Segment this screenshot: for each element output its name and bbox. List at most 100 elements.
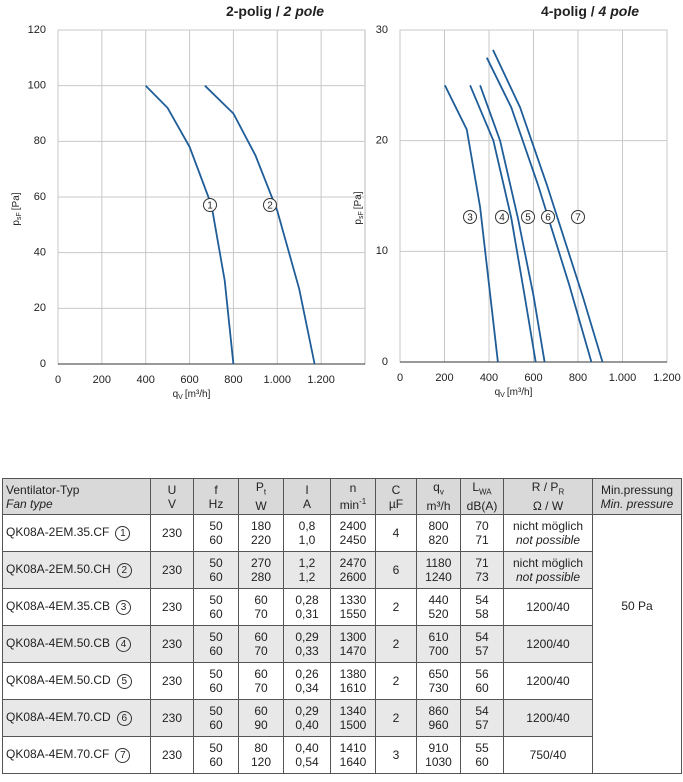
cell-line: 650	[428, 667, 449, 681]
curve	[492, 49, 604, 363]
cell-line: 50	[209, 519, 223, 533]
table-cell: 650 730	[416, 662, 461, 700]
cell-line: 2400	[339, 519, 367, 533]
x-tick-label: 400	[480, 372, 498, 384]
header-line: C	[379, 483, 413, 497]
cell-line: 0,28	[295, 593, 319, 607]
table-cell: 60 70	[238, 662, 284, 700]
cell-line: 230	[161, 600, 183, 614]
header-line: min-1	[334, 495, 372, 512]
table-cell: 56 60	[460, 662, 504, 700]
cell-line: 0,33	[295, 644, 319, 658]
cell-line: 50	[209, 630, 223, 644]
header-name: R / P	[531, 479, 559, 494]
table-cell: 230	[150, 736, 194, 774]
cell-line: 2	[392, 711, 400, 725]
x-label-sub: V	[500, 392, 505, 399]
header-line: Ventilator-Typ	[6, 483, 147, 497]
header-cell: f Hz	[193, 478, 239, 515]
header-unit: Hz	[208, 496, 224, 511]
cell-line: 70	[475, 519, 489, 533]
table-cell: 230	[150, 625, 194, 663]
cell-line: 1200/40	[526, 674, 570, 688]
fan-type: QK08A-4EM.50.CD	[6, 673, 111, 687]
header-name: U	[167, 482, 177, 497]
cell-line: 700	[428, 644, 449, 658]
cell-line: 60	[209, 718, 223, 732]
header-cell: Ventilator-Typ Fan type	[2, 478, 151, 515]
cell-line: 70	[254, 681, 268, 695]
curve-number: 5	[116, 674, 132, 689]
cell-line: 50	[209, 741, 223, 755]
header-line: m³/h	[420, 499, 457, 513]
cell-line: 220	[250, 533, 272, 547]
cell-line: 1,2	[298, 556, 316, 570]
header-line: dB(A)	[464, 499, 500, 513]
x-tick-label: 200	[435, 372, 453, 384]
y-tick-label: 30	[376, 24, 388, 36]
header-name: C	[391, 482, 401, 497]
cell-line: 1200/40	[526, 711, 570, 725]
table-cell: 750/40	[503, 736, 593, 774]
table-cell: 1,2 1,2	[283, 551, 331, 589]
cell-line: 2	[392, 600, 400, 614]
table-cell: 1200/40	[503, 588, 593, 626]
cell-line: 960	[428, 718, 449, 732]
cell-line: 54	[475, 704, 489, 718]
cell-line: 60	[209, 607, 223, 621]
table-cell: 1200/40	[503, 662, 593, 700]
header-unit: dB(A)	[466, 499, 498, 514]
cell-line: 60	[254, 704, 268, 718]
table-cell: 230	[150, 662, 194, 700]
title-en: 2 pole	[283, 3, 325, 19]
cell-line: not possible	[515, 570, 581, 584]
header-name: q	[433, 479, 440, 494]
table-cell: 50 60	[193, 736, 239, 774]
cell-line: 80	[254, 741, 268, 755]
table-cell: 50 60	[193, 625, 239, 663]
table-cell: 54 58	[460, 588, 504, 626]
x-label-unit: [m³/h]	[507, 387, 533, 398]
curve-label-circle	[495, 210, 509, 224]
header-sub: t	[263, 487, 267, 497]
cell-line: 70	[254, 607, 268, 621]
cell-line: 730	[428, 681, 449, 695]
header-cell: n min-1	[330, 478, 376, 515]
table-cell: nicht möglich not possible	[503, 551, 593, 589]
header-cell: qv m³/h	[416, 478, 461, 515]
y-label-sub: sF	[16, 212, 23, 220]
cell-line: 230	[161, 674, 183, 688]
cell-line: 70	[254, 644, 268, 658]
y-tick-label: 0	[40, 358, 46, 370]
table-cell: 860 960	[416, 699, 461, 737]
table-cell: 50 60	[193, 699, 239, 737]
cell-line: 0,40	[295, 741, 319, 755]
table-cell: 2470 2600	[330, 551, 376, 589]
header-unit: A	[302, 496, 311, 511]
cell-line: 57	[475, 718, 489, 732]
cell-line: 1,0	[298, 533, 316, 547]
table-cell: 1330 1550	[330, 588, 376, 626]
curve-label-circle	[521, 210, 535, 224]
header-line: LWA	[464, 480, 500, 499]
table-cell: 2	[375, 699, 417, 737]
table-cell: 0,29 0,33	[283, 625, 331, 663]
cell-line: not possible	[515, 533, 581, 547]
curve-label: 7	[575, 213, 581, 224]
header-line: n	[334, 481, 372, 495]
header-cell: R / PR Ω / W	[503, 478, 593, 515]
table-cell: 50 60	[193, 588, 239, 626]
header-unit: W	[255, 499, 267, 514]
curve-label-circle	[463, 210, 477, 224]
table-row: QK08A-4EM.70.CD 6 230 50 60 60 90 0,29 0,40 1340 1…	[2, 699, 682, 737]
cell-line: 60	[209, 681, 223, 695]
table-cell: 55 60	[460, 736, 504, 774]
table-cell: 0,26 0,34	[283, 662, 331, 700]
y-tick-label: 80	[34, 135, 46, 147]
table-row: QK08A-4EM.70.CF 7 230 50 60 80 120 0,40 0,54 1410…	[2, 736, 682, 774]
cell-line: 1410	[339, 741, 367, 755]
cell-line: 2	[392, 674, 400, 688]
table-cell: 1180 1240	[416, 551, 461, 589]
curve-label-circle	[571, 210, 585, 224]
cell-line: 0,40	[295, 718, 319, 732]
